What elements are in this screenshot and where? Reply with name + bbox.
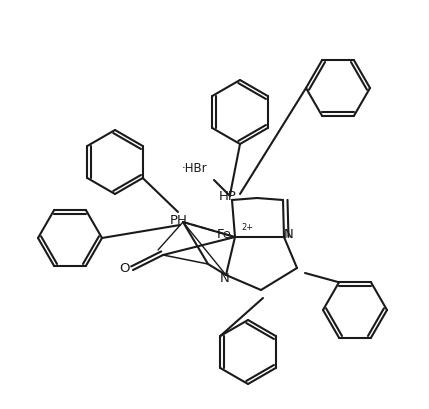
Text: PH: PH (170, 213, 188, 227)
Text: ·HBr: ·HBr (182, 162, 208, 175)
Text: N: N (220, 272, 230, 285)
Text: 2+: 2+ (241, 223, 253, 232)
Text: Fe: Fe (217, 229, 232, 241)
Text: HP: HP (219, 189, 237, 202)
Text: N: N (284, 229, 294, 241)
Text: O: O (120, 261, 130, 274)
